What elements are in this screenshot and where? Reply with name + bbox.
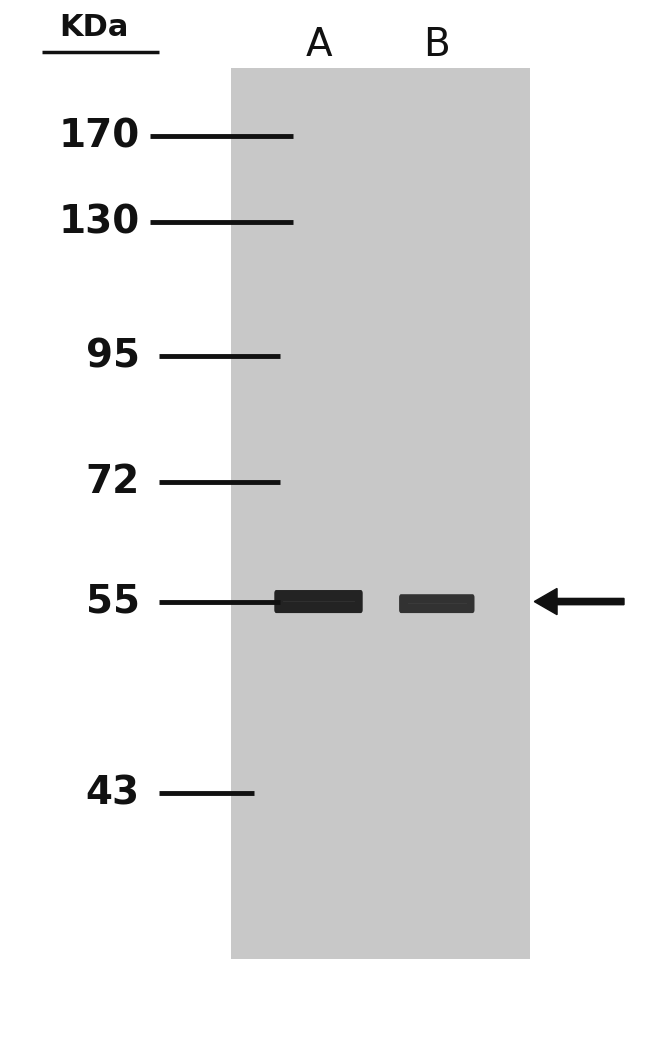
Text: 72: 72 <box>86 463 140 501</box>
FancyArrow shape <box>534 589 624 614</box>
Text: KDa: KDa <box>60 13 129 42</box>
Text: 95: 95 <box>86 337 140 375</box>
FancyBboxPatch shape <box>274 590 363 613</box>
Text: B: B <box>423 26 450 64</box>
Text: 130: 130 <box>58 203 140 241</box>
Text: 170: 170 <box>58 117 140 155</box>
FancyBboxPatch shape <box>399 594 474 613</box>
Text: 43: 43 <box>86 774 140 812</box>
Text: 55: 55 <box>86 583 140 620</box>
Bar <box>231 68 530 959</box>
Text: A: A <box>306 26 332 64</box>
